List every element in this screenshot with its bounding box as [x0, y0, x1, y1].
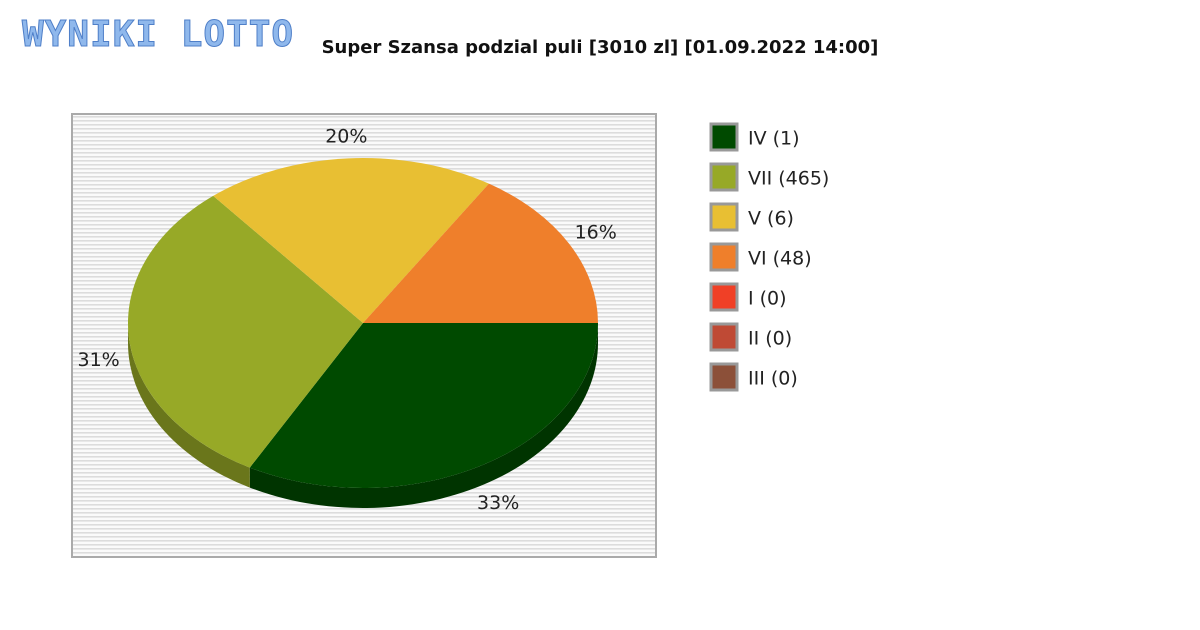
slice	[249, 323, 598, 488]
legend-swatch	[709, 322, 739, 352]
legend-label: II (0)	[748, 328, 792, 350]
slice	[363, 183, 598, 323]
legend-swatch	[709, 202, 739, 232]
legend: IV (1) VII (465) V (6) VI (48) I (0) II (0) II…	[709, 122, 829, 392]
value-label: 20%	[325, 125, 367, 147]
value-label: 31%	[78, 349, 120, 371]
slice	[213, 158, 489, 323]
value-label: 33%	[477, 492, 519, 514]
legend-label: IV (1)	[748, 128, 800, 150]
legend-label: VII (465)	[748, 168, 829, 190]
legend-swatch	[709, 162, 739, 192]
legend-label: III (0)	[748, 368, 798, 390]
legend-label: V (6)	[748, 208, 794, 230]
slice-side	[249, 323, 598, 508]
legend-swatch	[709, 362, 739, 392]
legend-label: I (0)	[748, 288, 787, 310]
legend-swatch	[709, 242, 739, 272]
chart-title: Super Szansa podzial puli [3010 zl] [01.…	[322, 37, 879, 58]
legend-swatch	[709, 282, 739, 312]
slice	[128, 195, 363, 468]
value-label: 16%	[575, 222, 617, 244]
pie: 33% 31% 20% 16%	[78, 125, 617, 514]
legend-label: VI (48)	[748, 248, 812, 270]
legend-swatch	[709, 122, 739, 152]
slice-side	[127, 323, 250, 488]
logo: WYNIKI LOTTO	[22, 14, 294, 55]
